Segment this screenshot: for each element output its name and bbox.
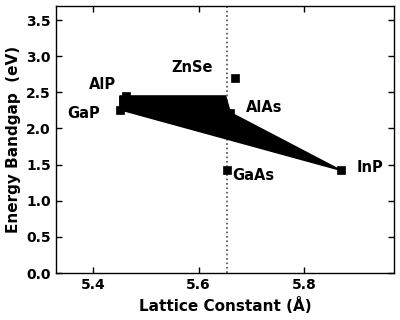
Text: AlAs: AlAs (246, 100, 283, 116)
Polygon shape (120, 96, 341, 170)
Text: ZnSe: ZnSe (171, 60, 212, 75)
Text: AlP: AlP (89, 77, 116, 92)
Text: GaAs: GaAs (232, 168, 274, 183)
X-axis label: Lattice Constant (Å): Lattice Constant (Å) (139, 298, 311, 315)
Text: InP: InP (357, 160, 384, 175)
Y-axis label: Energy Bandgap  (eV): Energy Bandgap (eV) (6, 46, 20, 233)
Text: GaP: GaP (67, 106, 100, 121)
